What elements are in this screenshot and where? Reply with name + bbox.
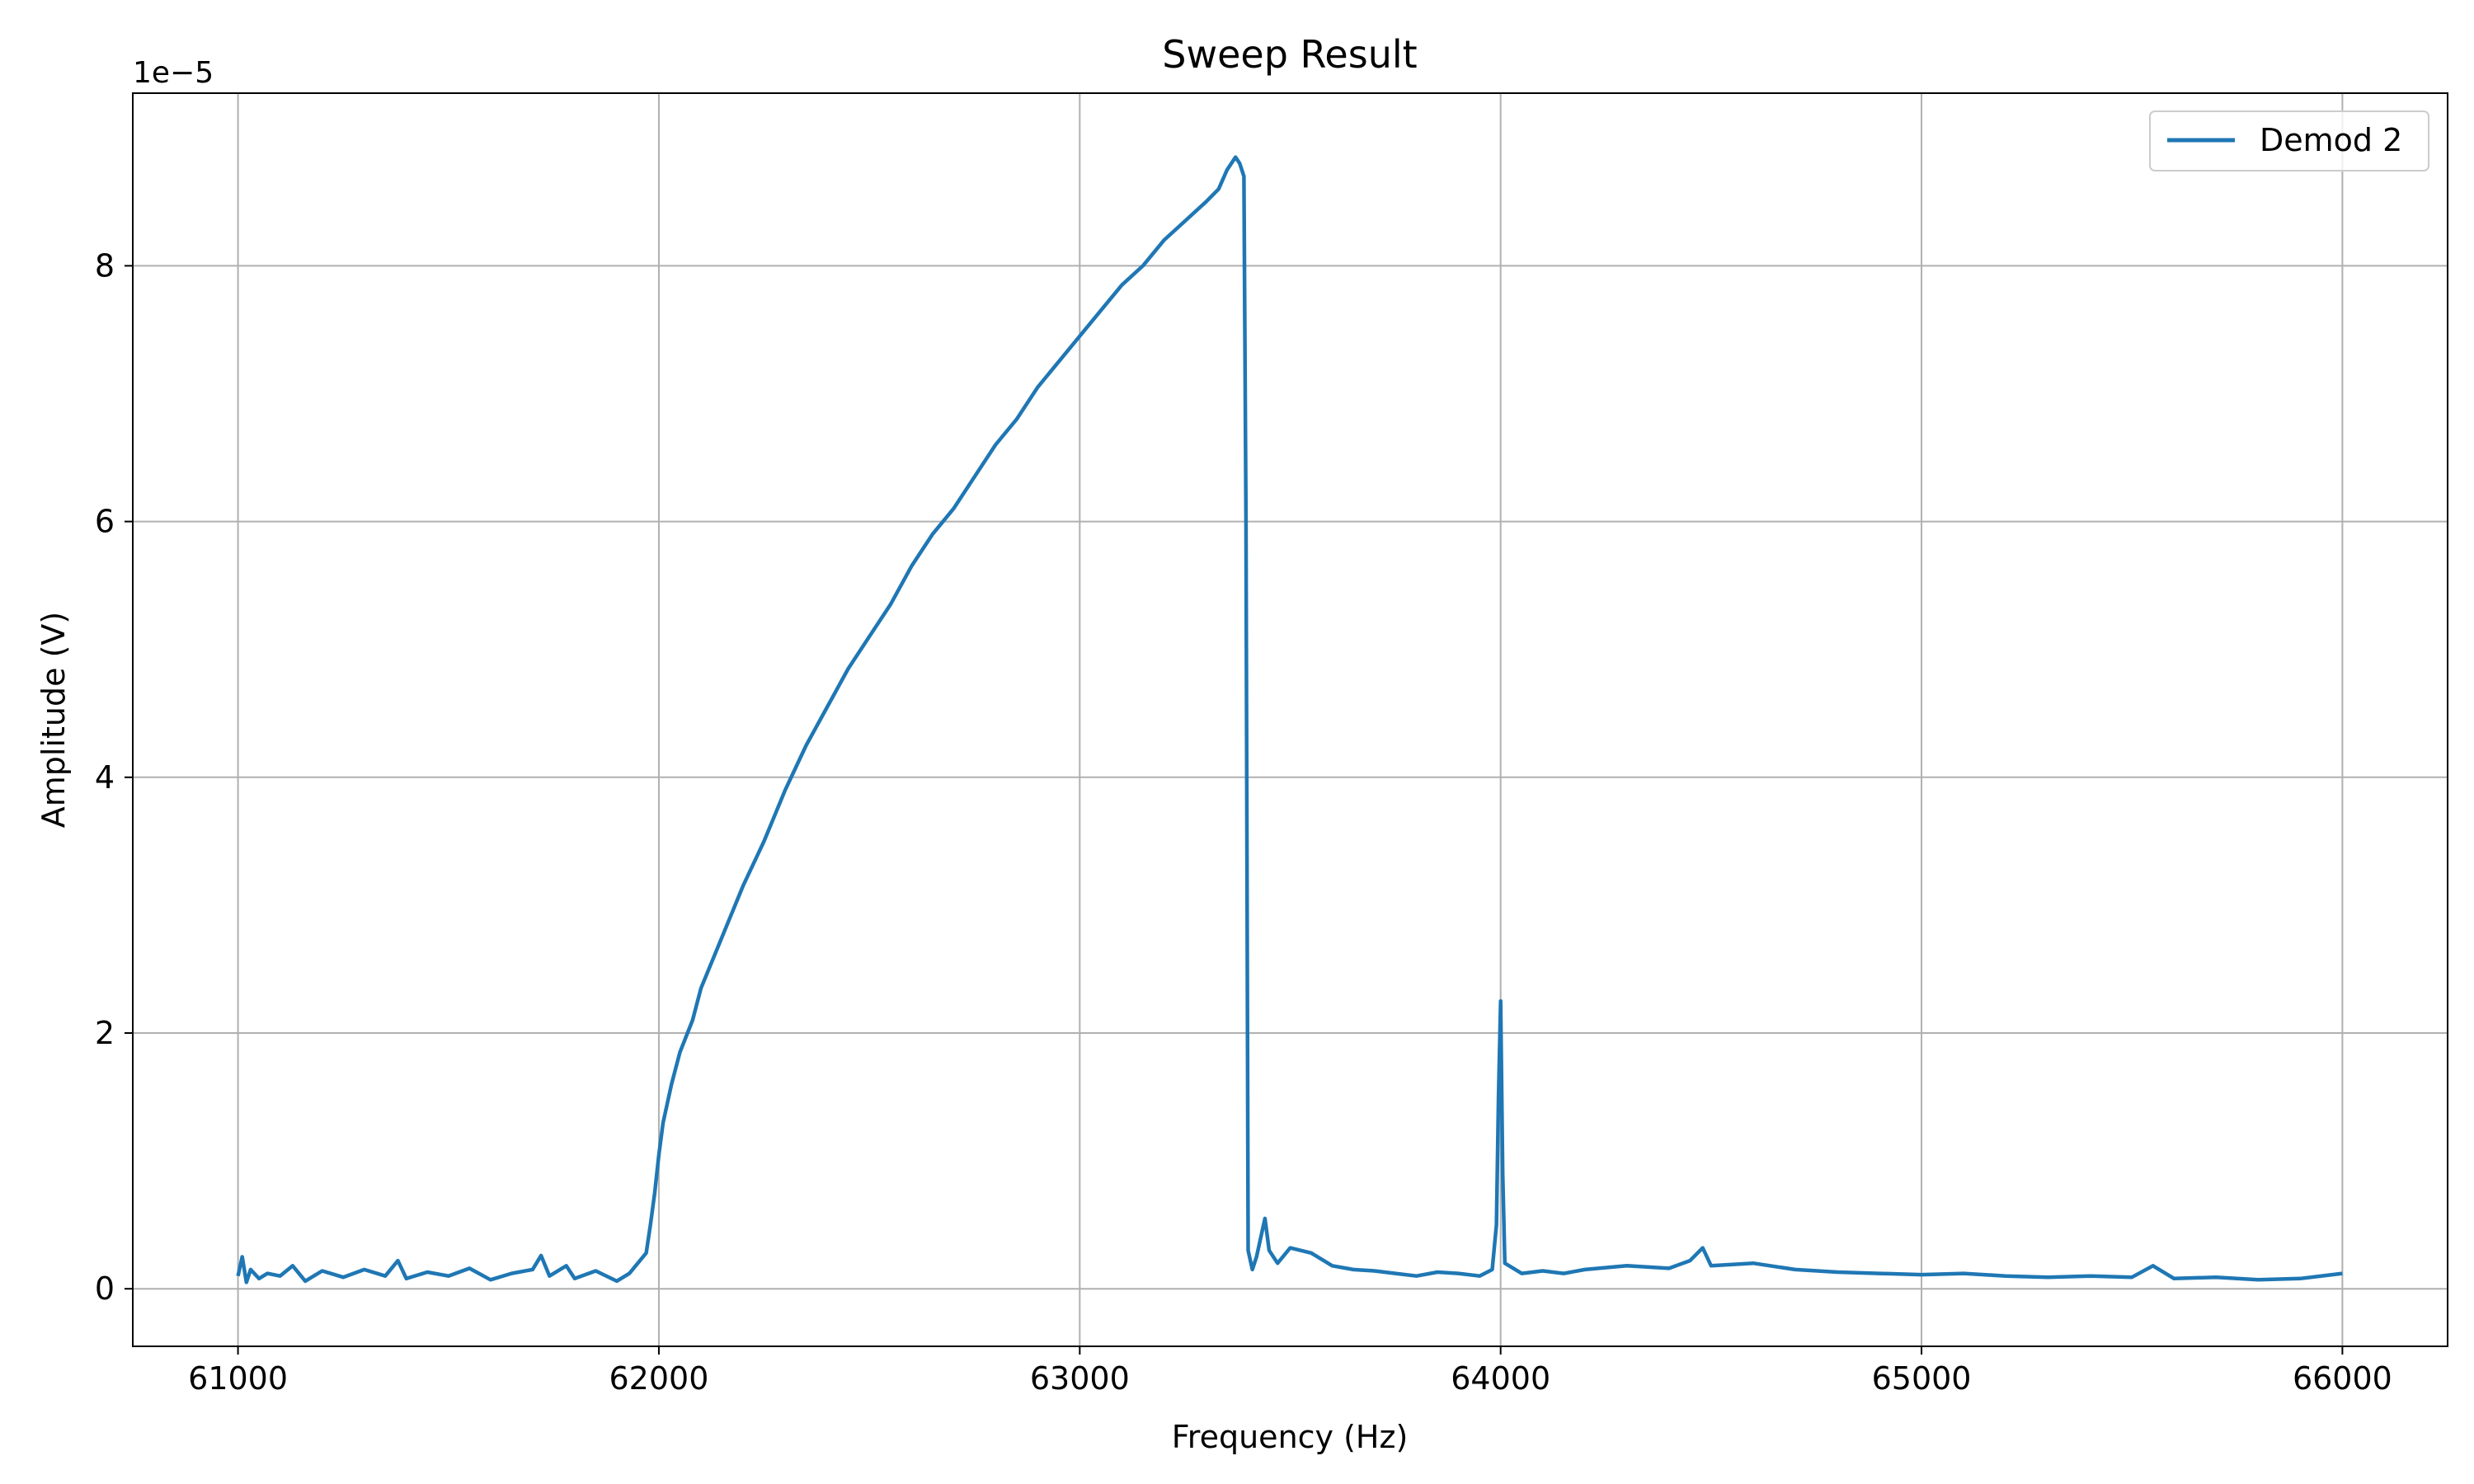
y-axis-label: Amplitude (V) [35, 612, 72, 828]
chart-title: Sweep Result [1162, 32, 1417, 77]
grid-lines [133, 93, 2448, 1346]
series-layer [236, 155, 2343, 1284]
x-tick-label: 62000 [609, 1360, 709, 1397]
x-tick-label: 64000 [1451, 1360, 1550, 1397]
legend-label: Demod 2 [2260, 122, 2402, 158]
y-tick-label: 0 [95, 1270, 115, 1307]
x-tick-label: 65000 [1872, 1360, 1972, 1397]
series-line-demod-2 [236, 155, 2343, 1284]
plot-area [133, 93, 2448, 1346]
plot-frame [132, 92, 2448, 1347]
tick-marks: 61000 62000 63000 64000 65000 66000 0 2 4 6 8 [95, 247, 2392, 1397]
x-tick-label: 61000 [188, 1360, 288, 1397]
x-tick-label: 63000 [1030, 1360, 1130, 1397]
y-tick-label: 4 [95, 759, 115, 796]
x-axis-label: Frequency (Hz) [1172, 1419, 1409, 1455]
y-tick-label: 2 [95, 1015, 115, 1051]
x-tick-label: 66000 [2293, 1360, 2392, 1397]
y-tick-label: 8 [95, 247, 115, 284]
legend: Demod 2 [2149, 110, 2429, 171]
legend-box [2149, 110, 2429, 171]
y-offset-text: 1e−5 [133, 56, 214, 90]
y-tick-label: 6 [95, 504, 115, 540]
